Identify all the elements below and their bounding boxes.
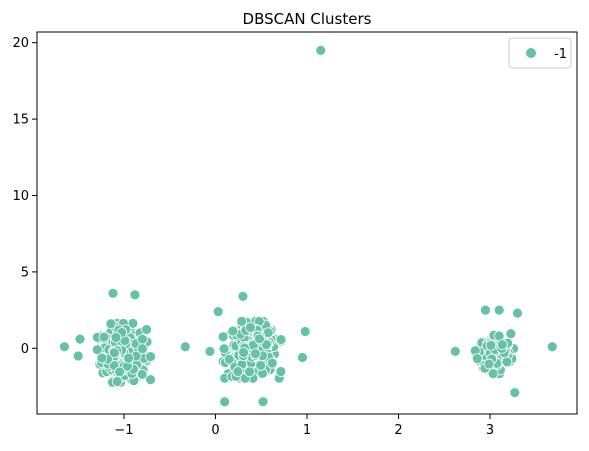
x-axis: −1 0 1 2 3	[114, 414, 494, 438]
data-point	[105, 318, 117, 330]
data-point	[107, 287, 119, 299]
data-point	[98, 331, 110, 343]
y-tick-label: 20	[12, 36, 29, 51]
data-point	[136, 343, 148, 355]
data-point	[223, 353, 235, 365]
data-point	[487, 368, 499, 380]
data-point	[114, 366, 125, 378]
data-point	[74, 333, 86, 345]
data-point	[136, 369, 148, 380]
data-point	[260, 339, 272, 351]
y-tick-label: 0	[21, 342, 29, 357]
data-point	[123, 352, 134, 364]
data-point	[232, 366, 244, 377]
chart-title: DBSCAN Clusters	[243, 10, 372, 28]
data-point	[315, 44, 327, 56]
data-point	[238, 347, 249, 358]
data-point	[255, 359, 267, 371]
data-point	[266, 357, 278, 369]
y-tick-label: 10	[12, 189, 29, 204]
data-point	[493, 304, 505, 316]
data-point	[509, 387, 521, 399]
data-point	[129, 289, 141, 301]
data-point	[485, 340, 497, 351]
data-point	[110, 332, 122, 343]
x-tick-label: 0	[211, 423, 219, 438]
y-tick-label: 15	[12, 113, 29, 128]
legend-marker	[526, 48, 536, 58]
data-point	[483, 358, 495, 370]
data-point	[299, 326, 311, 337]
data-point	[111, 376, 123, 387]
data-point	[219, 396, 231, 408]
legend-label: -1	[554, 47, 567, 62]
y-axis: 0 5 10 15 20	[12, 36, 37, 357]
data-point	[72, 350, 84, 362]
scatter-points	[59, 44, 558, 408]
x-tick-label: −1	[114, 423, 133, 438]
data-point	[91, 344, 103, 356]
data-point	[59, 341, 70, 353]
data-point	[505, 328, 517, 340]
data-point	[141, 324, 152, 335]
y-tick-label: 5	[21, 265, 29, 280]
data-point	[204, 345, 216, 357]
data-point	[227, 325, 239, 337]
data-point	[546, 341, 558, 353]
data-point	[449, 345, 461, 357]
x-tick-label: 3	[486, 423, 494, 438]
data-point	[236, 316, 248, 327]
data-point	[218, 343, 230, 355]
legend: -1	[508, 37, 572, 69]
data-point	[496, 339, 508, 350]
data-point	[275, 366, 287, 377]
data-point	[250, 348, 261, 360]
legend-box	[508, 37, 572, 69]
data-point	[480, 304, 491, 316]
data-point	[212, 306, 224, 318]
data-point	[501, 356, 513, 368]
data-point	[244, 366, 256, 378]
data-point	[179, 341, 191, 353]
data-point	[512, 307, 523, 319]
data-point	[237, 290, 249, 302]
data-point	[275, 334, 287, 345]
data-point	[96, 352, 108, 364]
data-point	[145, 351, 156, 362]
data-point	[217, 331, 229, 343]
data-point	[136, 333, 148, 345]
data-point	[471, 353, 483, 364]
data-point	[145, 374, 156, 385]
data-point	[297, 352, 308, 363]
data-point	[245, 322, 256, 333]
data-point	[254, 333, 265, 345]
data-point	[109, 347, 120, 359]
data-point	[257, 396, 269, 408]
x-tick-label: 2	[394, 423, 402, 438]
x-tick-label: 1	[303, 423, 311, 438]
